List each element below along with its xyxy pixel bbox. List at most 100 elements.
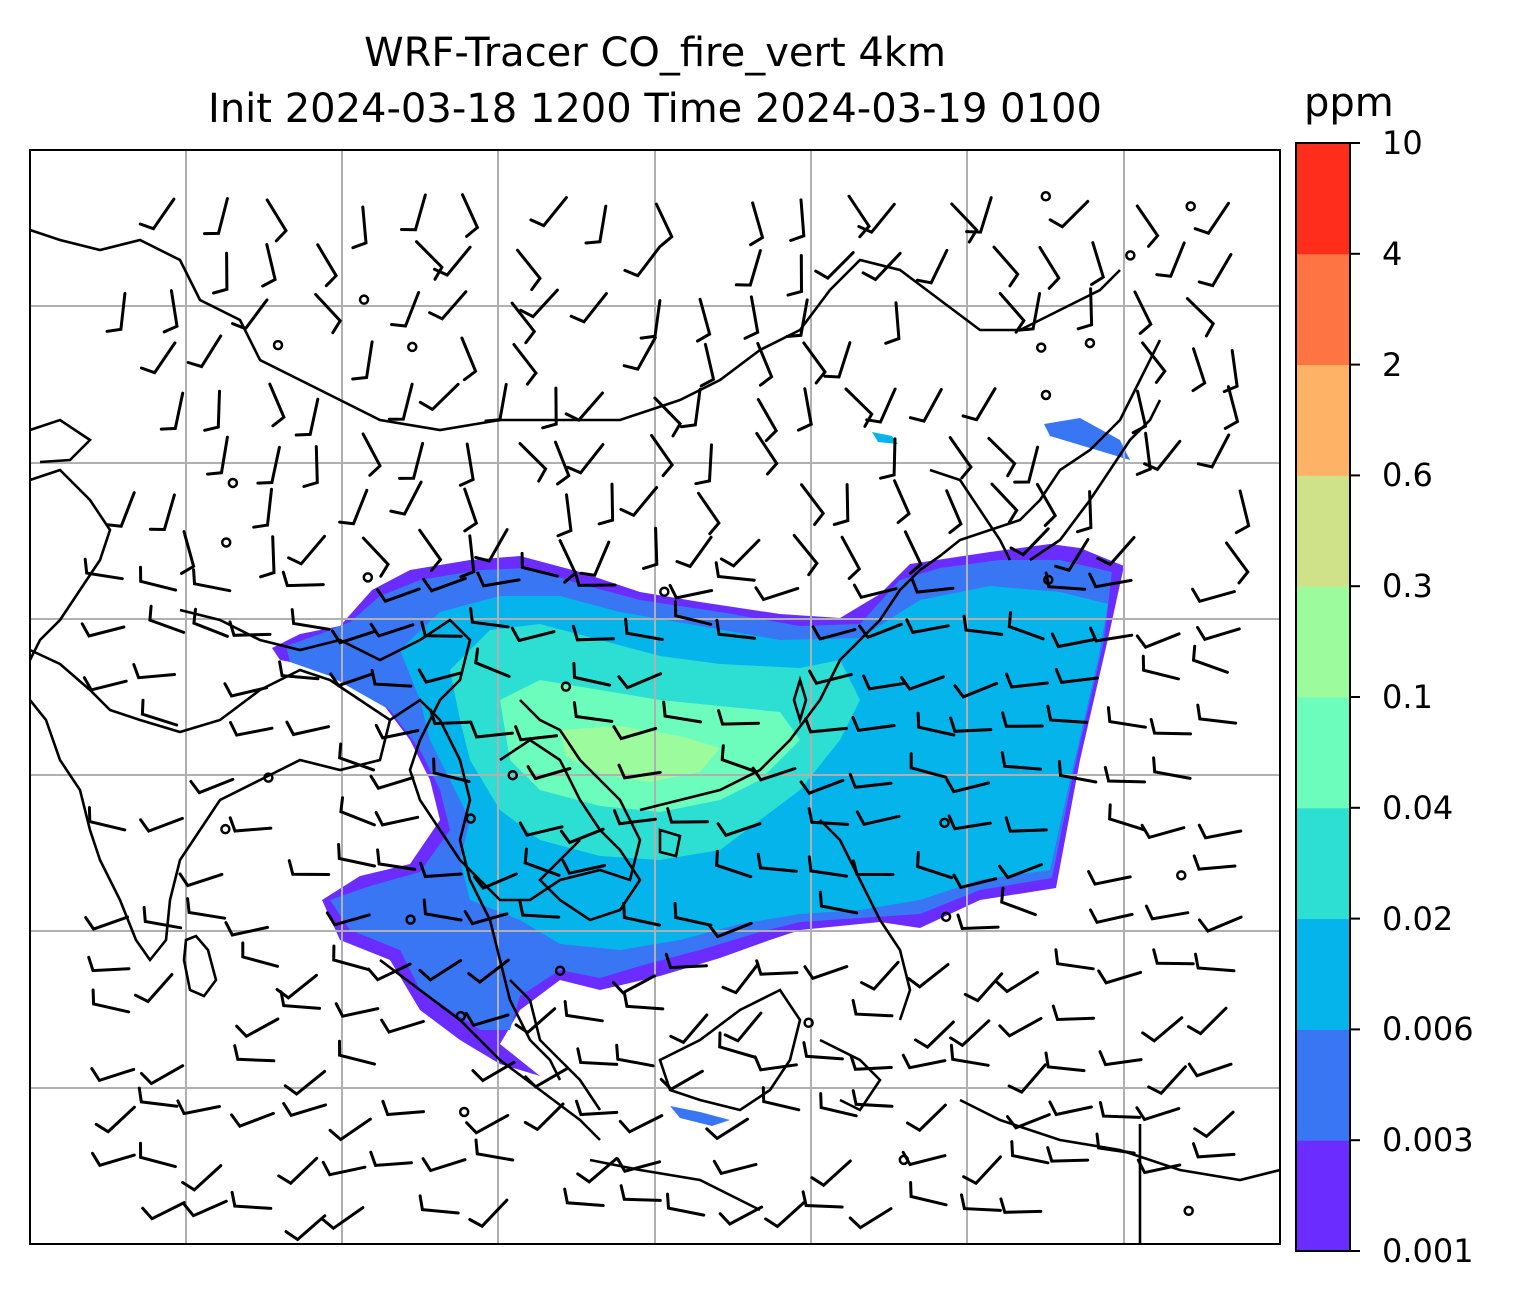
wind-barb	[474, 528, 509, 563]
wind-barb	[83, 557, 124, 581]
wind-barb	[1192, 854, 1237, 871]
wind-barb	[999, 1197, 1043, 1214]
wind-barb	[785, 298, 809, 338]
wind-barb	[814, 251, 855, 280]
wind-barb	[148, 493, 176, 532]
coast-arabia	[30, 468, 112, 661]
wind-barbs	[80, 191, 1251, 1242]
wind-barb	[1143, 439, 1182, 472]
wind-barb	[523, 1102, 565, 1132]
wind-barb	[459, 534, 476, 579]
field-level-01	[560, 726, 720, 782]
coast-japan	[1029, 399, 1162, 562]
wind-barb	[962, 1155, 1002, 1186]
wind-barb	[230, 1111, 275, 1129]
colorbar-tick-label: 0.04	[1382, 788, 1454, 827]
wind-barb	[1098, 1101, 1141, 1119]
wind-barb	[1054, 948, 1095, 971]
wind-barb	[369, 1150, 413, 1167]
wind-barb	[669, 1013, 709, 1045]
wind-barb	[569, 292, 608, 324]
calm-wind-marker	[554, 965, 566, 976]
wind-barb	[990, 482, 1019, 524]
wind-barb	[464, 1011, 510, 1027]
wind-barb	[851, 998, 894, 1018]
wind-barb	[1089, 908, 1134, 925]
wind-barb	[564, 391, 604, 422]
calm-wind-marker	[659, 586, 670, 597]
wind-barb	[884, 301, 901, 345]
wind-barb	[818, 890, 859, 915]
wind-barb	[618, 1114, 664, 1134]
wind-barb	[283, 1069, 327, 1096]
wind-barb	[949, 1043, 990, 1067]
wind-barb	[832, 483, 850, 526]
calm-wind-marker	[458, 1106, 470, 1118]
wind-barb	[294, 397, 320, 437]
wind-barb	[561, 859, 607, 875]
coast-taiwan	[792, 675, 808, 725]
wind-barb	[415, 240, 444, 281]
border-central-asia	[30, 228, 1121, 432]
wind-barb	[755, 432, 779, 476]
wind-barb	[554, 440, 571, 486]
wind-barb	[576, 1047, 619, 1066]
wind-barb	[723, 1011, 763, 1043]
colorbar-tick-label: 0.3	[1382, 567, 1433, 606]
wind-barb	[810, 1159, 852, 1188]
colorbar-segment	[1296, 586, 1350, 698]
wind-barb	[571, 624, 615, 642]
wind-barb	[949, 1019, 991, 1048]
wind-barb	[484, 382, 508, 423]
map-area	[30, 150, 1280, 1244]
wind-barb	[181, 1164, 223, 1192]
colorbar-tick-label: 0.001	[1382, 1232, 1474, 1270]
wind-barb	[619, 486, 659, 518]
wind-barb	[666, 807, 709, 824]
wind-barb	[230, 1190, 273, 1210]
wind-barb	[278, 660, 320, 681]
wind-barb	[1044, 1051, 1086, 1073]
wind-barb	[879, 437, 897, 480]
wind-barb	[617, 763, 662, 780]
colorbar-tick-label: 0.02	[1382, 899, 1454, 938]
wind-barb	[819, 1092, 858, 1118]
calm-wind-marker	[227, 477, 239, 489]
wind-barb	[1000, 886, 1037, 917]
wind-barb	[1001, 711, 1044, 728]
wind-barb	[915, 248, 949, 285]
colorbar-segment	[1296, 475, 1350, 587]
wind-barb	[290, 608, 331, 631]
wind-barb	[80, 622, 126, 638]
wind-barb	[761, 1086, 801, 1112]
wind-barb	[90, 1067, 136, 1083]
wind-barb	[699, 342, 716, 388]
wind-barb	[314, 293, 343, 335]
wind-barb	[1223, 385, 1240, 430]
wind-barb	[180, 530, 196, 575]
wind-barb	[516, 248, 542, 292]
wind-barb	[952, 873, 998, 890]
coast-korea	[929, 468, 1012, 561]
calm-wind-marker	[358, 294, 370, 305]
wind-barb	[903, 530, 923, 575]
wind-barb	[749, 201, 765, 247]
calm-wind-marker	[1185, 201, 1196, 212]
map-border	[29, 149, 1281, 1245]
wind-barb	[654, 202, 674, 248]
calm-wind-marker	[220, 823, 231, 835]
wind-barb	[1090, 241, 1106, 286]
wind-barb	[369, 774, 415, 790]
wind-barb	[1196, 703, 1238, 725]
calm-wind-marker	[803, 1017, 814, 1029]
wind-barb	[653, 396, 682, 438]
wind-barb	[1009, 527, 1050, 557]
wind-barb	[659, 1069, 704, 1092]
coast-sumatra	[379, 958, 601, 1141]
wind-barb	[1046, 704, 1088, 724]
wind-barb	[960, 1193, 1002, 1212]
wind-barb	[1186, 1006, 1228, 1036]
wind-barb	[1054, 538, 1090, 572]
wind-barb	[852, 583, 898, 600]
wind-barb	[94, 1105, 136, 1134]
